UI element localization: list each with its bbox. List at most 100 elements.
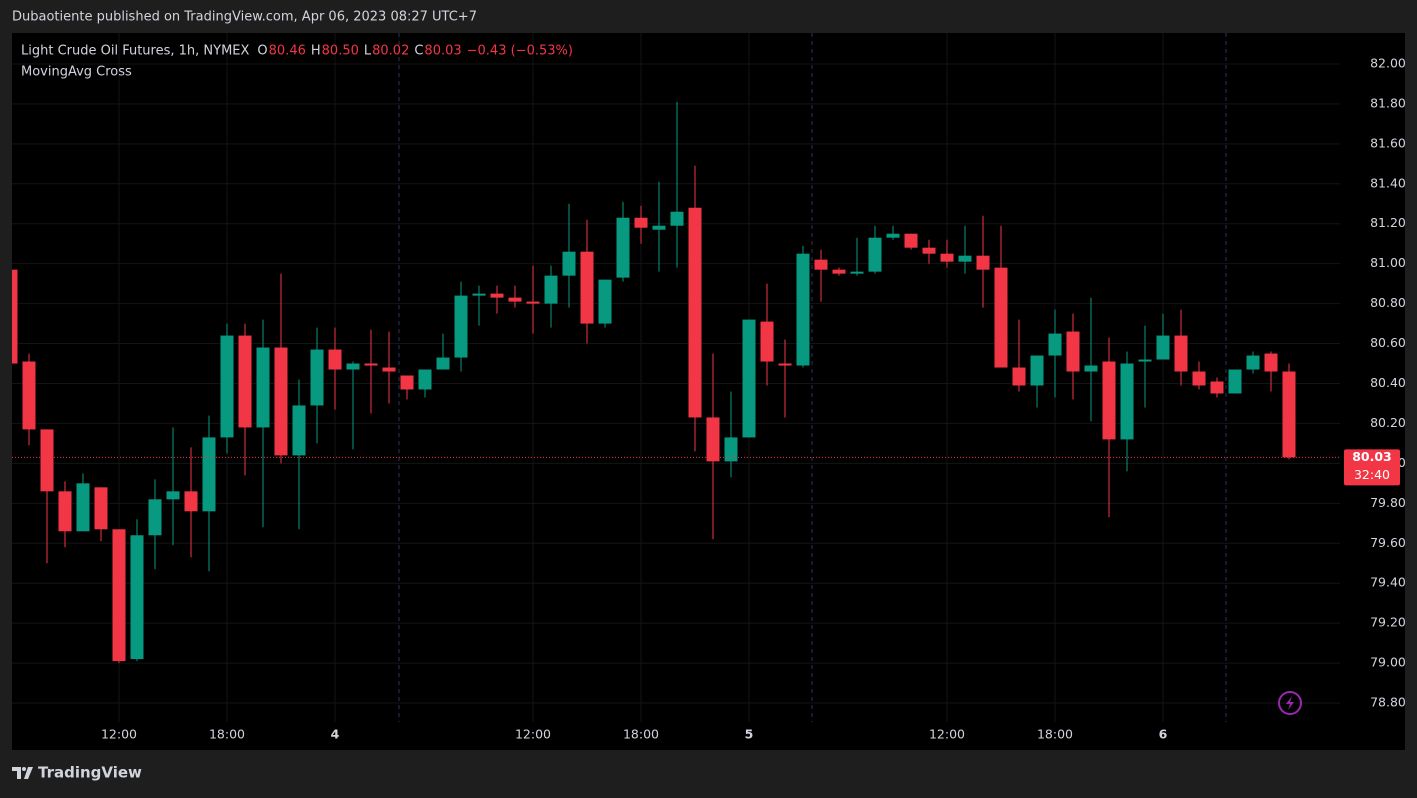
ohlc-value: 80.46 xyxy=(269,44,306,59)
ohlc-key: C xyxy=(414,44,423,59)
candle-body xyxy=(364,363,378,366)
candle-body xyxy=(328,349,342,370)
y-tick-label: 79.80 xyxy=(1370,495,1406,510)
publisher-line: Dubaotiente published on TradingView.com… xyxy=(12,10,477,25)
candle-body xyxy=(526,301,540,304)
ohlc-key: H xyxy=(311,44,321,59)
alert-icon[interactable] xyxy=(1278,691,1302,715)
candle-body xyxy=(490,293,504,298)
candle-body xyxy=(886,233,900,238)
candle-body xyxy=(1174,335,1188,372)
candle-body xyxy=(814,259,828,270)
candle-body xyxy=(976,255,990,270)
candle-body xyxy=(382,367,396,372)
candle-body xyxy=(256,347,270,428)
candle-body xyxy=(634,217,648,228)
candle-body xyxy=(40,429,54,492)
candle-body xyxy=(166,491,180,500)
candle-body xyxy=(238,335,252,428)
candle-body xyxy=(904,233,918,248)
candle-body xyxy=(850,271,864,274)
candle-body xyxy=(184,491,198,512)
y-tick-label: 81.20 xyxy=(1370,215,1406,230)
candle-body xyxy=(76,483,90,532)
candle-body xyxy=(1264,353,1278,372)
y-tick-label: 81.80 xyxy=(1370,95,1406,110)
candle-body xyxy=(12,269,18,364)
candle-body xyxy=(1084,365,1098,372)
x-tick-label: 12:00 xyxy=(101,727,137,742)
footer-brand[interactable]: TradingView xyxy=(38,764,142,782)
candle-body xyxy=(58,491,72,532)
candle-body xyxy=(1102,361,1116,440)
candle-body xyxy=(724,437,738,462)
y-tick-label: 80.80 xyxy=(1370,295,1406,310)
candle-body xyxy=(688,207,702,418)
ohlc-value: 80.50 xyxy=(322,44,359,59)
candle-body xyxy=(1138,359,1152,362)
y-tick-label: 79.40 xyxy=(1370,575,1406,590)
last-price-label: 80.03 xyxy=(1352,449,1392,464)
candle-body xyxy=(868,237,882,272)
candle-body xyxy=(598,279,612,324)
candle-body xyxy=(472,293,486,296)
indicator-label: MovingAvg Cross xyxy=(21,65,132,80)
candle-body xyxy=(1282,371,1296,458)
candle-body xyxy=(400,375,414,390)
candle-body xyxy=(742,319,756,438)
candle-body xyxy=(418,369,432,390)
candle-body xyxy=(616,217,630,278)
candle-body xyxy=(922,247,936,254)
candle-body xyxy=(22,361,36,430)
x-tick-label: 6 xyxy=(1159,727,1168,742)
candle-body xyxy=(202,437,216,512)
candle-body xyxy=(670,211,684,226)
candle-body xyxy=(1156,335,1170,360)
candle-body xyxy=(130,535,144,660)
ohlc-value: 80.03 xyxy=(424,44,461,59)
x-tick-label: 12:00 xyxy=(929,727,965,742)
candle-body xyxy=(292,405,306,456)
x-tick-label: 12:00 xyxy=(515,727,551,742)
candle-body xyxy=(1120,363,1134,440)
candle-body xyxy=(958,255,972,262)
candle-body xyxy=(148,499,162,536)
candle-body xyxy=(436,357,450,370)
candle-body xyxy=(1192,371,1206,386)
last-price-box xyxy=(1344,449,1400,486)
candle-body xyxy=(760,321,774,362)
change: −0.43 (−0.53%) xyxy=(467,44,573,59)
candle-body xyxy=(346,363,360,370)
candle-body xyxy=(1066,331,1080,372)
y-tick-label: 81.60 xyxy=(1370,135,1406,150)
tradingview-logo[interactable]: TradingView xyxy=(12,764,142,782)
y-tick-label: 78.80 xyxy=(1370,695,1406,710)
x-tick-label: 18:00 xyxy=(209,727,245,742)
y-tick-label: 79.00 xyxy=(1370,655,1406,670)
chart-title: Light Crude Oil Futures, 1h, NYMEX xyxy=(21,44,250,59)
candle-body xyxy=(832,269,846,274)
candle-body xyxy=(310,349,324,406)
y-tick-label: 81.00 xyxy=(1370,255,1406,270)
ohlc-key: O xyxy=(257,44,267,59)
ohlc-key: L xyxy=(364,44,372,59)
candle-body xyxy=(1048,333,1062,356)
countdown-label: 32:40 xyxy=(1354,467,1390,482)
candle-body xyxy=(706,417,720,462)
candle-body xyxy=(454,295,468,358)
candle-body xyxy=(1012,367,1026,386)
candle-body xyxy=(112,529,126,662)
candle-body xyxy=(1210,381,1224,394)
candle-body xyxy=(580,251,594,324)
y-tick-label: 81.40 xyxy=(1370,175,1406,190)
x-tick-label: 18:00 xyxy=(623,727,659,742)
candle-body xyxy=(508,297,522,302)
y-tick-label: 82.00 xyxy=(1370,55,1406,70)
candle-body xyxy=(562,251,576,276)
candle-body xyxy=(778,363,792,366)
candle-body xyxy=(1246,355,1260,370)
candle-body xyxy=(274,347,288,456)
candle-body xyxy=(796,253,810,366)
